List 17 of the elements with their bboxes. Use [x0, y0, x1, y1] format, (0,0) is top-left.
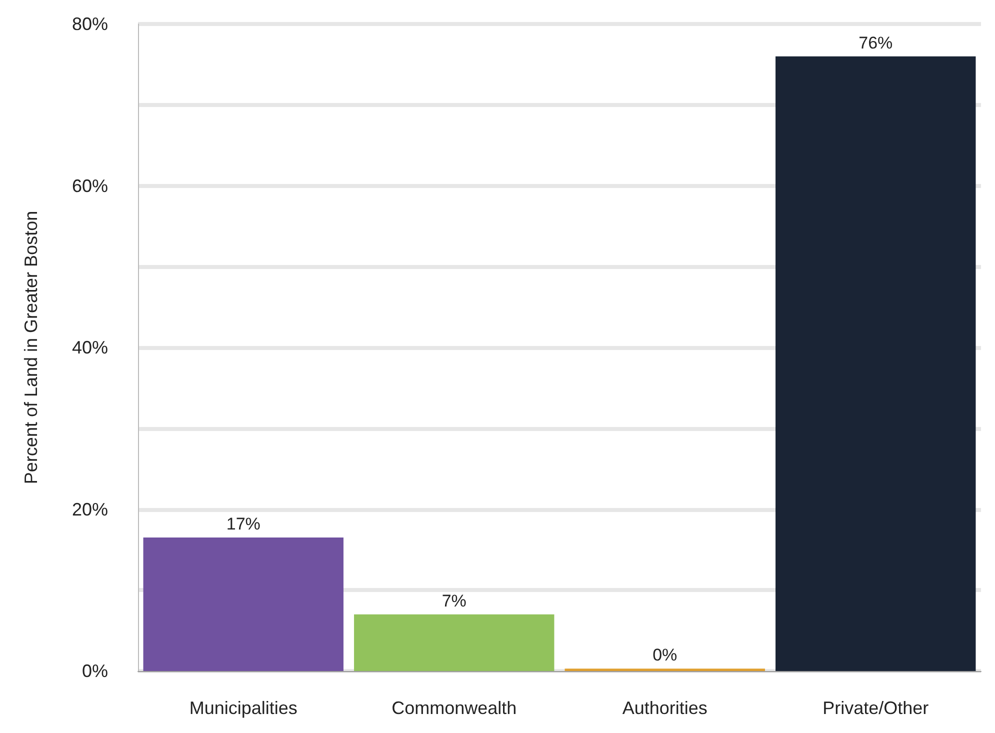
bar — [776, 56, 976, 671]
data-label: 76% — [858, 33, 893, 52]
y-tick-label: 40% — [72, 338, 108, 358]
x-tick-label: Authorities — [622, 698, 708, 718]
x-tick-label: Commonwealth — [392, 698, 517, 718]
y-axis-title: Percent of Land in Greater Boston — [21, 210, 41, 484]
x-tick-label: Municipalities — [189, 698, 298, 718]
bar — [354, 614, 554, 671]
y-tick-label: 80% — [72, 14, 108, 34]
bar — [143, 538, 344, 671]
y-tick-label: 20% — [72, 499, 108, 520]
y-tick-label: 60% — [72, 176, 108, 196]
data-label: 0% — [652, 646, 678, 665]
x-tick-label: Private/Other — [822, 698, 929, 718]
y-tick-label: 0% — [82, 661, 108, 681]
data-label: 7% — [442, 591, 466, 610]
data-label: 17% — [226, 514, 260, 534]
